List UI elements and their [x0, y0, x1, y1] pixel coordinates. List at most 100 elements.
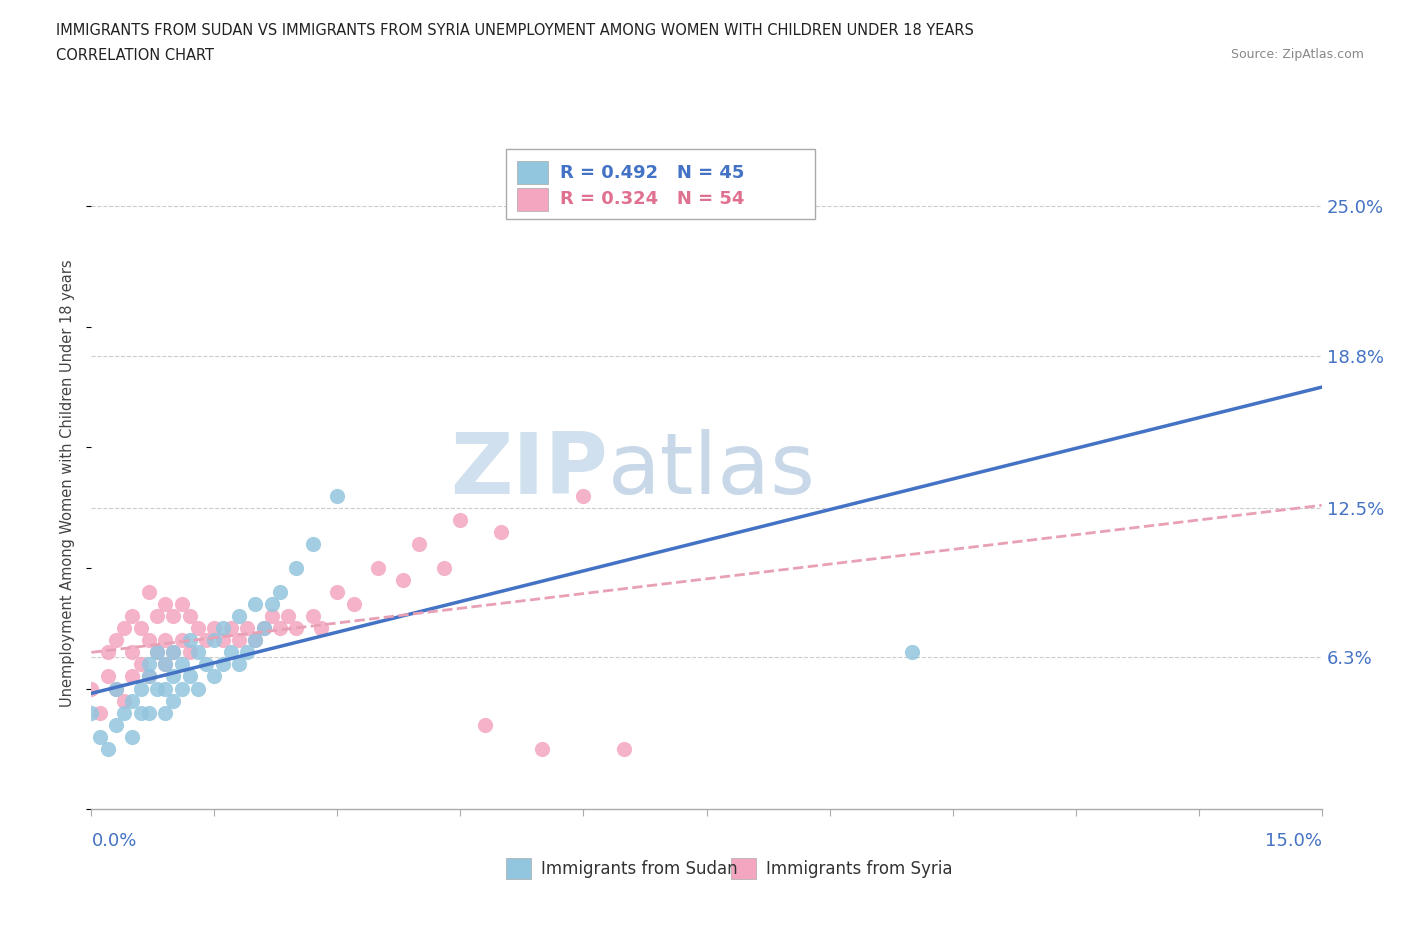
- Point: [195, 633, 218, 648]
- Text: IMMIGRANTS FROM SUDAN VS IMMIGRANTS FROM SYRIA UNEMPLOYMENT AMONG WOMEN WITH CHI: IMMIGRANTS FROM SUDAN VS IMMIGRANTS FROM…: [56, 23, 974, 38]
- Text: Immigrants from Sudan: Immigrants from Sudan: [541, 859, 738, 878]
- Y-axis label: Unemployment Among Women with Children Under 18 years: Unemployment Among Women with Children U…: [60, 259, 76, 708]
- Point: [138, 669, 160, 684]
- Point: [179, 609, 201, 624]
- Point: [138, 669, 160, 684]
- Point: [129, 705, 152, 720]
- Point: [97, 669, 120, 684]
- Point: [269, 585, 291, 600]
- Point: [343, 597, 366, 612]
- Point: [900, 644, 922, 659]
- Text: Immigrants from Syria: Immigrants from Syria: [766, 859, 953, 878]
- Point: [138, 633, 160, 648]
- Point: [112, 693, 135, 708]
- Point: [228, 609, 250, 624]
- Point: [170, 633, 193, 648]
- Point: [202, 621, 225, 636]
- Point: [153, 681, 177, 696]
- Point: [105, 717, 127, 732]
- Point: [269, 621, 291, 636]
- Text: atlas: atlas: [607, 429, 815, 512]
- Text: 0.0%: 0.0%: [91, 832, 136, 850]
- Point: [260, 597, 283, 612]
- Point: [301, 609, 323, 624]
- Point: [187, 644, 209, 659]
- Point: [491, 525, 513, 539]
- Point: [179, 669, 201, 684]
- Point: [170, 681, 193, 696]
- Point: [80, 681, 103, 696]
- Text: ZIP: ZIP: [450, 429, 607, 512]
- Point: [285, 621, 308, 636]
- Point: [572, 488, 595, 503]
- Point: [129, 681, 152, 696]
- Text: Source: ZipAtlas.com: Source: ZipAtlas.com: [1230, 48, 1364, 61]
- Point: [162, 609, 184, 624]
- Point: [153, 657, 177, 671]
- Point: [179, 644, 201, 659]
- Point: [97, 741, 120, 756]
- Point: [474, 717, 496, 732]
- Point: [285, 561, 308, 576]
- Point: [202, 633, 225, 648]
- Point: [211, 657, 233, 671]
- Point: [245, 633, 267, 648]
- Point: [433, 561, 456, 576]
- Point: [260, 609, 283, 624]
- Point: [170, 657, 193, 671]
- Point: [236, 621, 259, 636]
- Point: [228, 657, 250, 671]
- Point: [146, 644, 169, 659]
- Point: [202, 669, 225, 684]
- Point: [219, 644, 242, 659]
- Point: [449, 512, 471, 527]
- Point: [309, 621, 332, 636]
- Point: [301, 537, 323, 551]
- Point: [129, 657, 152, 671]
- Point: [89, 729, 111, 744]
- Point: [367, 561, 389, 576]
- Point: [162, 669, 184, 684]
- Point: [253, 621, 276, 636]
- Point: [170, 597, 193, 612]
- Point: [138, 657, 160, 671]
- Point: [613, 741, 636, 756]
- Point: [162, 693, 184, 708]
- Point: [153, 597, 177, 612]
- Point: [245, 633, 267, 648]
- Point: [228, 633, 250, 648]
- Point: [162, 644, 184, 659]
- Point: [408, 537, 430, 551]
- Point: [105, 681, 127, 696]
- Point: [211, 621, 233, 636]
- Point: [138, 585, 160, 600]
- Point: [153, 657, 177, 671]
- Point: [153, 633, 177, 648]
- Point: [89, 705, 111, 720]
- Point: [277, 609, 299, 624]
- Text: R = 0.492   N = 45: R = 0.492 N = 45: [560, 164, 744, 181]
- Point: [195, 657, 218, 671]
- Point: [245, 597, 267, 612]
- Point: [187, 621, 209, 636]
- Text: R = 0.324   N = 54: R = 0.324 N = 54: [560, 191, 744, 208]
- Point: [153, 705, 177, 720]
- Point: [80, 705, 103, 720]
- Point: [146, 644, 169, 659]
- Point: [121, 669, 143, 684]
- Point: [97, 644, 120, 659]
- Point: [531, 741, 554, 756]
- Point: [112, 705, 135, 720]
- Point: [219, 621, 242, 636]
- Text: CORRELATION CHART: CORRELATION CHART: [56, 48, 214, 63]
- Point: [138, 705, 160, 720]
- Point: [121, 693, 143, 708]
- Point: [211, 633, 233, 648]
- Point: [146, 609, 169, 624]
- Point: [121, 644, 143, 659]
- Point: [112, 621, 135, 636]
- Point: [187, 681, 209, 696]
- Point: [392, 573, 415, 588]
- Point: [105, 633, 127, 648]
- Point: [146, 681, 169, 696]
